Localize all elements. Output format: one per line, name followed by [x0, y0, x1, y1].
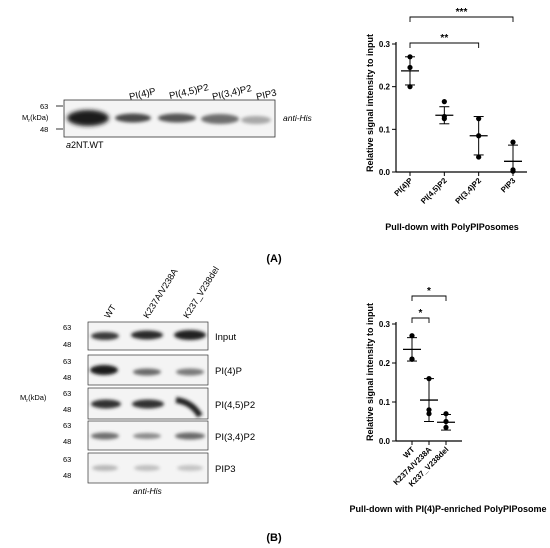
blot-band — [134, 465, 160, 471]
panel-label-b: (B) — [266, 532, 282, 544]
significance-bracket — [411, 317, 430, 323]
blot-band — [132, 399, 164, 409]
marker-63: 63 — [63, 455, 71, 464]
panel-b-blot: WT K237A/V238A K237_V238del Mr(kDa) 63 4… — [20, 265, 255, 496]
sample-label: a2NT.WT — [66, 140, 104, 150]
marker-63: 63 — [63, 421, 71, 430]
blot-band — [175, 397, 203, 418]
x-axis-label: Pull-down with PI(4)P-enriched PolyPIPos… — [349, 504, 546, 514]
blot-band — [201, 114, 239, 124]
antibody-label: anti-His — [283, 113, 313, 123]
x-tick-label: PIP3 — [499, 176, 518, 195]
blot-band — [241, 116, 271, 124]
y-tick-label: 0.1 — [379, 125, 391, 134]
blot-band — [92, 465, 118, 471]
blot-band — [91, 432, 119, 440]
mr-label: Mr(kDa) — [22, 113, 49, 124]
blot-band — [175, 432, 205, 440]
lane-label: PI(4,5)P2 — [168, 82, 210, 102]
data-point — [441, 99, 447, 105]
x-tick-label: PI(4,5)P2 — [419, 176, 449, 206]
marker-48: 48 — [63, 437, 71, 446]
marker-48: 48 — [63, 373, 71, 382]
panel-a-blot: PI(4)P PI(4,5)P2 PI(3,4)P2 PIP3 Mr(kDa) … — [22, 82, 313, 150]
x-tick-label: PI(3,4)P2 — [453, 176, 483, 206]
data-point — [510, 139, 516, 145]
row-label: PI(4,5)P2 — [215, 400, 255, 411]
data-point — [409, 333, 415, 339]
significance-bracket — [411, 295, 447, 301]
x-tick-label: PI(4)P — [392, 176, 414, 198]
lane-label: PIP3 — [255, 88, 278, 103]
blot-row-pi4p: 63 48 PI(4)P — [63, 354, 242, 386]
y-tick-label: 0.0 — [379, 437, 391, 446]
y-axis-label: Relative signal intensity to input — [365, 34, 375, 172]
marker-63: 63 — [63, 357, 71, 366]
column-label: WT — [102, 302, 118, 320]
marker-63: 63 — [63, 389, 71, 398]
mr-label: Mr(kDa) — [20, 393, 47, 404]
blot-band — [131, 330, 163, 340]
significance-label: * — [427, 286, 431, 297]
blot-band — [158, 113, 196, 123]
blot-band — [91, 332, 119, 340]
y-tick-label: 0.3 — [379, 320, 391, 329]
significance-label: *** — [456, 7, 468, 18]
blot-band — [115, 113, 151, 123]
blot-row-input: 63 48 Input — [63, 321, 236, 351]
column-label: K237_V238del — [181, 265, 221, 320]
blot-band — [133, 433, 161, 439]
marker-63: 63 — [63, 323, 71, 332]
marker-48: 48 — [63, 405, 71, 414]
data-point — [443, 411, 449, 417]
significance-label: ** — [440, 33, 448, 44]
panel-label-a: (A) — [266, 253, 282, 265]
antibody-label: anti-His — [133, 486, 163, 496]
blot-band — [177, 465, 203, 471]
panel-b-chart: Relative signal intensity to input Pull-… — [349, 286, 546, 514]
significance-bracket — [409, 16, 514, 22]
panel-a-chart: Relative signal intensity to input Pull-… — [365, 7, 527, 232]
marker-63: 63 — [40, 102, 48, 111]
y-tick-label: 0.2 — [379, 83, 391, 92]
y-axis-label: Relative signal intensity to input — [365, 303, 375, 441]
significance-label: * — [419, 308, 423, 319]
marker-48: 48 — [63, 471, 71, 480]
y-tick-label: 0.3 — [379, 40, 391, 49]
column-label: K237A/V238A — [141, 267, 179, 320]
blot-band — [176, 368, 204, 376]
blot-row-pi34p2: 63 48 PI(3,4)P2 — [63, 420, 255, 451]
blot-band — [133, 368, 161, 376]
blot-band — [174, 330, 206, 340]
marker-48: 48 — [40, 125, 48, 134]
marker-48: 48 — [63, 340, 71, 349]
row-label: PI(3,4)P2 — [215, 432, 255, 443]
y-tick-label: 0.2 — [379, 359, 391, 368]
y-tick-label: 0.1 — [379, 398, 391, 407]
row-label: Input — [215, 332, 236, 343]
blot-row-pip3: 63 48 PIP3 — [63, 452, 236, 484]
blot-row-pi45p2: 63 48 PI(4,5)P2 — [63, 387, 255, 420]
row-label: PIP3 — [215, 464, 236, 475]
data-point — [476, 154, 482, 160]
blot-band — [91, 399, 121, 409]
y-tick-label: 0.0 — [379, 168, 391, 177]
significance-bracket — [409, 42, 480, 48]
blot-band — [67, 110, 109, 126]
row-label: PI(4)P — [215, 366, 242, 377]
x-axis-label: Pull-down with PolyPIPosomes — [385, 222, 519, 232]
blot-band — [90, 365, 118, 375]
